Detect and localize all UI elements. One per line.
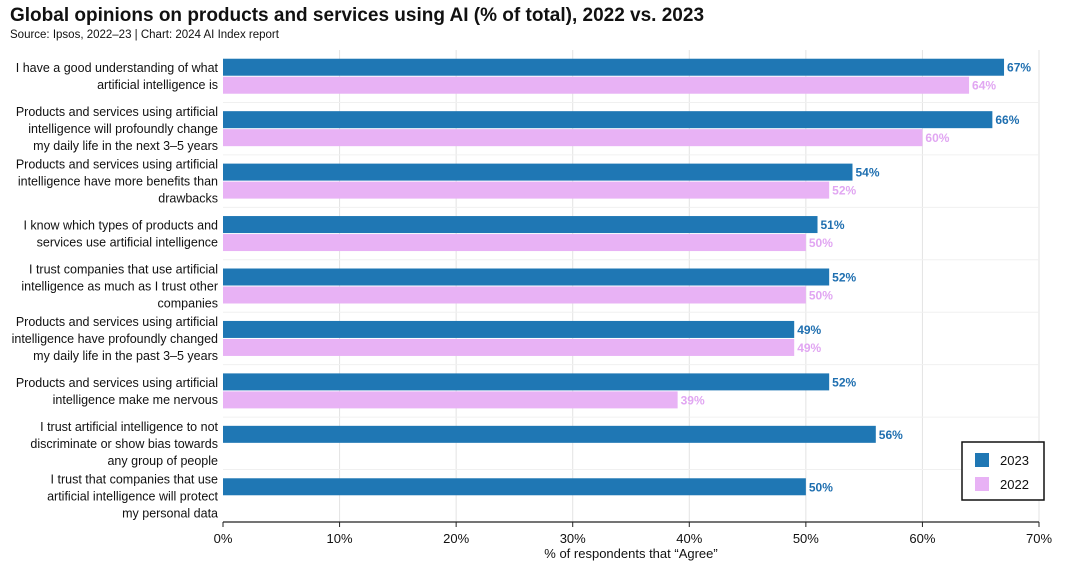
bar-2023 xyxy=(223,425,876,443)
value-label-2023: 49% xyxy=(797,323,821,337)
category-label: companies xyxy=(158,297,218,311)
bar-2022 xyxy=(223,181,830,199)
x-tick-label: 50% xyxy=(793,531,819,546)
value-label-2023: 67% xyxy=(1007,61,1031,75)
category-label: artificial intelligence will protect xyxy=(47,489,218,503)
category-label: Products and services using artificial xyxy=(16,315,218,329)
legend-label-2022: 2022 xyxy=(1000,477,1029,492)
category-label: intelligence have more benefits than xyxy=(18,175,218,189)
bar-2022 xyxy=(223,129,923,147)
category-label: I know which types of products and xyxy=(23,219,218,233)
bar-2022 xyxy=(223,391,678,409)
category-label: Products and services using artificial xyxy=(16,158,218,172)
category-label: intelligence will profoundly change xyxy=(28,122,218,136)
bar-2022 xyxy=(223,338,795,356)
value-label-2022: 50% xyxy=(809,236,833,250)
value-label-2022: 60% xyxy=(925,131,949,145)
chart-source: Source: Ipsos, 2022–23 | Chart: 2024 AI … xyxy=(10,29,279,41)
x-axis-title: % of respondents that “Agree” xyxy=(544,546,717,561)
legend-swatch-2023 xyxy=(975,453,989,467)
category-label: any group of people xyxy=(107,454,218,468)
x-tick-label: 20% xyxy=(443,531,469,546)
x-tick-label: 70% xyxy=(1026,531,1052,546)
category-label: I trust companies that use artificial xyxy=(29,263,218,277)
bar-2023 xyxy=(223,58,1005,76)
category-label: Products and services using artificial xyxy=(16,376,218,390)
chart-title: Global opinions on products and services… xyxy=(10,5,705,26)
category-label: my daily life in the past 3–5 years xyxy=(33,349,218,363)
category-label: I have a good understanding of what xyxy=(16,61,219,75)
legend-swatch-2022 xyxy=(975,477,989,491)
value-label-2023: 50% xyxy=(809,480,833,494)
category-label: my daily life in the next 3–5 years xyxy=(33,139,218,153)
category-label: I trust that companies that use xyxy=(51,472,218,486)
bar-2023 xyxy=(223,163,853,181)
bar-2023 xyxy=(223,373,830,391)
category-label: my personal data xyxy=(122,506,218,520)
bar-2022 xyxy=(223,286,806,304)
category-label: intelligence make me nervous xyxy=(53,393,218,407)
x-tick-label: 60% xyxy=(909,531,935,546)
x-tick-label: 30% xyxy=(560,531,586,546)
value-label-2022: 39% xyxy=(681,393,705,407)
bar-2023 xyxy=(223,216,818,234)
x-tick-label: 0% xyxy=(214,531,233,546)
value-label-2023: 51% xyxy=(821,218,845,232)
category-label: services use artificial intelligence xyxy=(37,236,218,250)
bar-2023 xyxy=(223,268,830,286)
value-label-2023: 54% xyxy=(855,166,879,180)
category-label: Products and services using artificial xyxy=(16,105,218,119)
value-label-2022: 64% xyxy=(972,79,996,93)
category-label: discriminate or show bias towards xyxy=(30,437,218,451)
x-tick-label: 40% xyxy=(676,531,702,546)
legend-label-2023: 2023 xyxy=(1000,453,1029,468)
value-label-2023: 66% xyxy=(995,113,1019,127)
category-label: intelligence as much as I trust other xyxy=(21,280,218,294)
bar-2023 xyxy=(223,111,993,129)
category-label: intelligence have profoundly changed xyxy=(12,332,218,346)
category-label: I trust artificial intelligence to not xyxy=(40,420,218,434)
category-label: drawbacks xyxy=(158,192,218,206)
bar-2022 xyxy=(223,76,970,94)
value-label-2023: 52% xyxy=(832,271,856,285)
value-label-2022: 52% xyxy=(832,184,856,198)
value-label-2023: 52% xyxy=(832,375,856,389)
x-tick-label: 10% xyxy=(327,531,353,546)
value-label-2023: 56% xyxy=(879,428,903,442)
value-label-2022: 49% xyxy=(797,341,821,355)
bar-2022 xyxy=(223,234,806,252)
category-label: artificial intelligence is xyxy=(97,78,218,92)
bar-2023 xyxy=(223,320,795,338)
value-label-2022: 50% xyxy=(809,289,833,303)
bar-2023 xyxy=(223,478,806,496)
